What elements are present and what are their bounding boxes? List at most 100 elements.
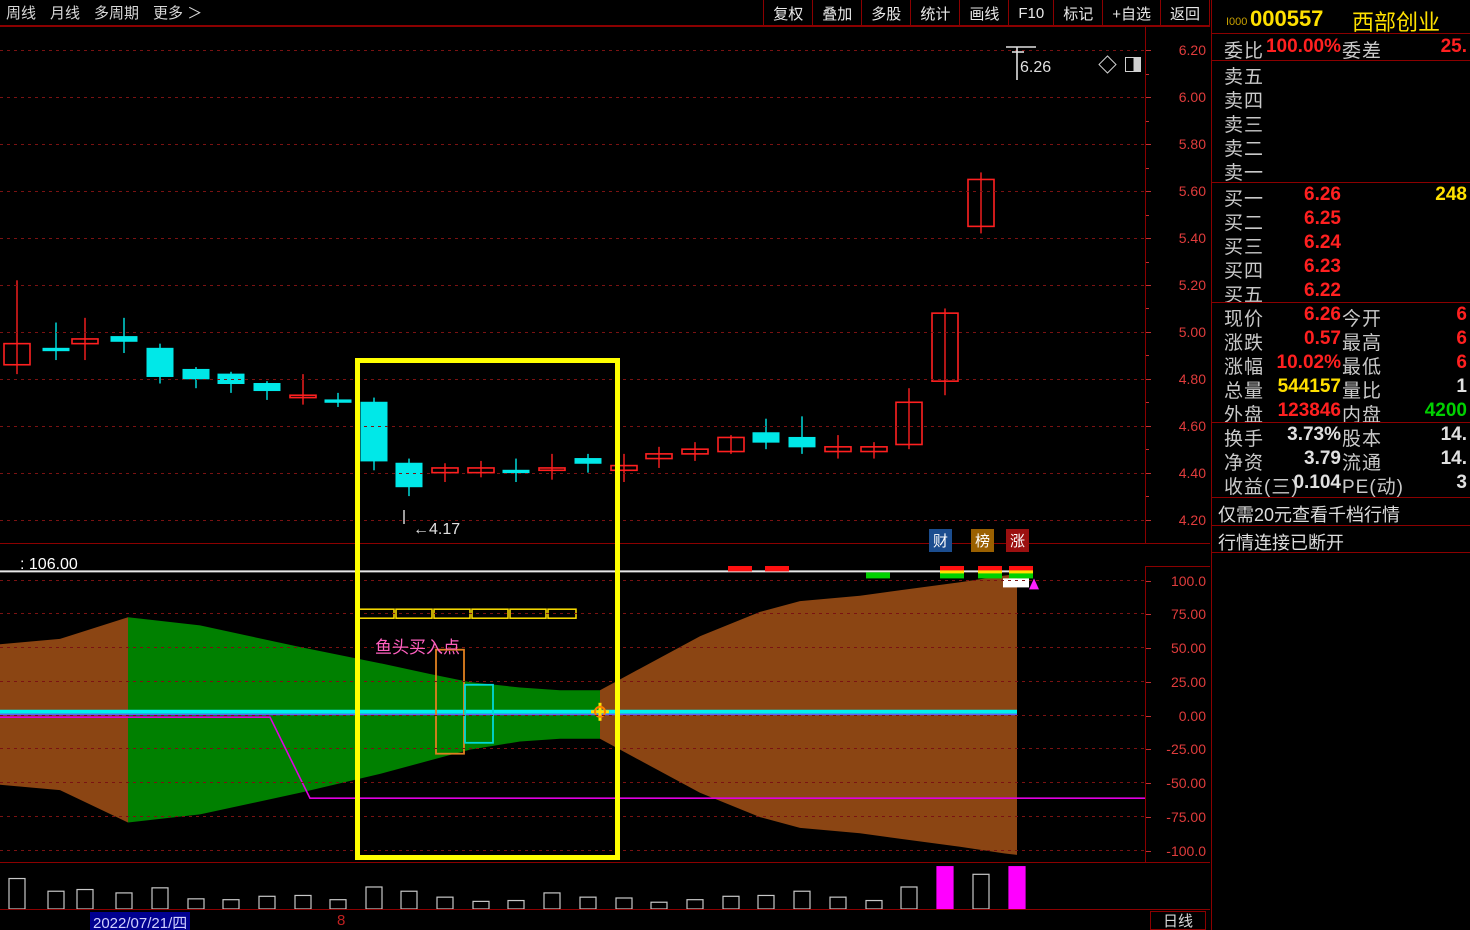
button-diejia[interactable]: 叠加 (812, 0, 863, 26)
orange-signal-box (435, 648, 465, 755)
price-gridline (0, 472, 1145, 474)
volume-bar-highlight (1008, 866, 1026, 909)
toolbar-more[interactable]: 更多 ＞ (153, 5, 203, 22)
indicator-gridline (0, 680, 1145, 682)
fund-value: 0.104 (1293, 472, 1341, 493)
button-huaxian[interactable]: 画线 (959, 0, 1010, 26)
price-axis-minor-tick (1146, 261, 1149, 263)
bid-price: 6.26 (1304, 184, 1341, 205)
volume-bar (258, 895, 276, 909)
button-f10[interactable]: F10 (1008, 0, 1055, 26)
stat-value: 10.02% (1276, 352, 1341, 373)
quote-fundamental-row: 净资 3.79 流通 14. (1212, 448, 1470, 474)
ask-label: 卖三 (1224, 115, 1265, 136)
indicator-axis-tick-label: 100.0 (1170, 572, 1206, 589)
button-duogu[interactable]: 多股 (861, 0, 912, 26)
quote-weibi-row: 委比 100.00% 委差 25. (1212, 36, 1470, 62)
chart-badge[interactable]: 榜 (971, 529, 995, 552)
candle (788, 416, 816, 454)
low-price-marker: ←4.17 (413, 521, 461, 538)
price-gridline (0, 50, 1145, 52)
volume-bar (865, 899, 883, 909)
chart-badge[interactable]: 财 (929, 529, 953, 552)
stat-label: 总量 (1224, 381, 1265, 402)
price-axis-minor-tick (1146, 73, 1149, 75)
button-add-watchlist[interactable]: +自选 (1102, 0, 1161, 26)
quote-stat-row: 总量 544157 量比 1 (1212, 376, 1470, 402)
indicator-axis-tick (1146, 850, 1151, 852)
volume-bar (757, 894, 775, 909)
button-tongji[interactable]: 统计 (910, 0, 961, 26)
volume-bar (329, 899, 347, 909)
volume-panel[interactable] (0, 863, 1145, 909)
quote-rule-3 (1212, 182, 1470, 183)
price-gridline (0, 519, 1145, 521)
price-axis-minor-tick (1146, 449, 1149, 451)
price-gridline (0, 378, 1145, 380)
ask-label: 卖四 (1224, 91, 1265, 112)
volume-series (8, 866, 1026, 909)
promo-text[interactable]: 仅需20元查看千档行情 (1218, 505, 1401, 525)
signal-block-white (1003, 578, 1029, 588)
panel-toggle-icon[interactable] (1125, 57, 1141, 72)
price-axis-tick (1146, 285, 1151, 286)
candle (467, 460, 495, 478)
candle (395, 458, 423, 497)
band-brown-left (0, 617, 128, 823)
quote-stat-row: 涨幅 10.02% 最低 6 (1212, 352, 1470, 378)
volume-bar-highlight (936, 866, 954, 909)
quote-rule-8 (1212, 552, 1470, 553)
candle (895, 388, 923, 450)
indicator-axis: 100.0 75.00 50.00 25.00 0.00 -25.00 -50.00 -75.… (1145, 566, 1210, 863)
indicator-axis-tick (1146, 648, 1151, 649)
price-axis-tick-label: 5.60 (1178, 183, 1206, 200)
fund-label: 净资 (1224, 453, 1265, 474)
candle (253, 381, 281, 400)
indicator-gridline (0, 613, 1145, 615)
period-tag[interactable]: 日线 (1150, 911, 1206, 930)
chart-badge[interactable]: 涨 (1006, 529, 1030, 552)
price-axis-tick-label: 5.80 (1178, 136, 1206, 153)
candle (324, 392, 352, 407)
weibi-value: 100.00% (1265, 36, 1341, 57)
bid-level-row: 买五 6.22 (1212, 280, 1470, 306)
indicator-axis-tick-label: -25.00 (1166, 741, 1206, 758)
quote-header: I000 000557 西部创业 (1212, 2, 1470, 35)
indicator-gridline (0, 579, 1145, 581)
price-axis-tick-label: 5.40 (1178, 230, 1206, 247)
price-axis-tick-label: 4.20 (1178, 511, 1206, 528)
high-price-marker: 6.26 (1020, 59, 1052, 76)
price-axis-tick (1146, 144, 1151, 146)
price-gridline (0, 331, 1145, 333)
stat-label: 外盘 (1224, 405, 1265, 426)
price-axis-minor-tick (1146, 402, 1149, 404)
price-axis-minor-tick (1146, 167, 1149, 169)
candle (860, 442, 888, 459)
ask-label: 卖五 (1224, 67, 1265, 88)
price-chart[interactable] (0, 27, 1145, 543)
fund-label-2: PE(动) (1342, 477, 1405, 498)
bid-price: 6.22 (1304, 280, 1341, 301)
fund-value: 3.79 (1304, 448, 1341, 469)
toolbar-period-weekly[interactable]: 周线 (6, 5, 37, 22)
toolbar-period-monthly[interactable]: 月线 (50, 5, 81, 22)
volume-bar (47, 890, 65, 909)
button-biaoji[interactable]: 标记 (1053, 0, 1104, 26)
price-axis-tick (1146, 331, 1151, 333)
indicator-panel[interactable] (0, 566, 1145, 863)
indicator-gridline (0, 647, 1145, 648)
candle (574, 453, 602, 473)
bid-level-row: 买二 6.25 (1212, 208, 1470, 234)
button-fuquan[interactable]: 复权 (763, 0, 814, 26)
price-axis-tick (1146, 472, 1151, 474)
signal-block-red (728, 566, 752, 572)
stat-label-2: 今开 (1342, 309, 1383, 330)
stat-label-2: 最高 (1342, 333, 1383, 354)
price-axis-tick-label: 6.00 (1178, 89, 1206, 106)
price-gridline (0, 97, 1145, 99)
buy-point-label: 鱼头买入点 (375, 638, 460, 657)
toolbar-multi-period[interactable]: 多周期 (94, 5, 140, 22)
candle (217, 371, 245, 393)
price-gridline (0, 191, 1145, 193)
button-back[interactable]: 返回 (1159, 0, 1210, 26)
